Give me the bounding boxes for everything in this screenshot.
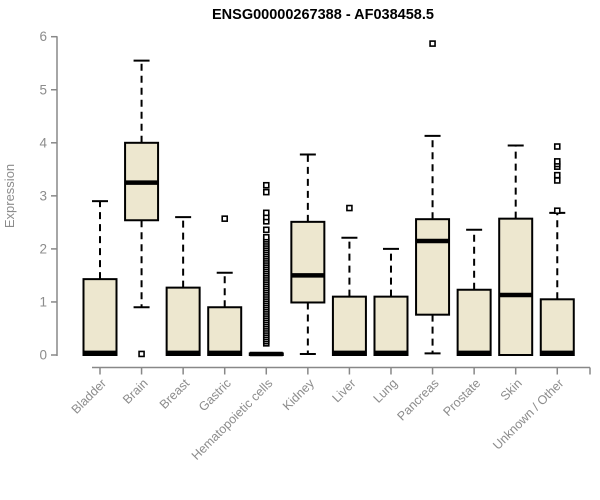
box <box>207 306 243 357</box>
x-tick-label: Skin <box>498 376 525 403</box>
x-tick-label: Bladder <box>69 376 109 416</box>
x-tick-label: Lung <box>371 376 401 406</box>
outlier-point <box>553 177 561 184</box>
x-tick-label: Liver <box>329 376 358 405</box>
y-tick-label: 3 <box>39 188 47 203</box>
x-tick-label: Breast <box>157 376 193 412</box>
x-tick-label: Brain <box>120 376 151 407</box>
y-tick-label: 4 <box>39 135 47 150</box>
outlier-point <box>262 233 270 241</box>
box <box>82 278 118 356</box>
outlier-point <box>262 181 270 189</box>
outlier-point <box>553 171 561 179</box>
outlier-point <box>553 207 561 215</box>
outlier-point <box>262 209 270 217</box>
box <box>539 298 575 356</box>
x-tick-label: Prostate <box>440 376 483 419</box>
x-tick-label: Unknown / Other <box>490 376 566 452</box>
y-tick-label: 1 <box>39 294 47 309</box>
box <box>290 220 326 304</box>
outlier-point <box>262 188 270 196</box>
outlier-point <box>138 350 145 358</box>
y-tick-label: 6 <box>39 29 47 44</box>
x-tick-label: Kidney <box>280 376 317 413</box>
box <box>373 295 409 356</box>
x-tick-label: Gastric <box>196 376 234 414</box>
y-tick-label: 0 <box>39 348 47 363</box>
box <box>415 218 451 316</box>
outlier-point <box>553 158 561 165</box>
outlier-point <box>262 226 270 234</box>
box <box>165 286 201 356</box>
outlier-point <box>346 204 353 212</box>
x-tick-label: Hematopoietic cells <box>189 376 276 463</box>
outlier-point <box>429 40 436 47</box>
y-tick-label: 5 <box>39 82 47 97</box>
plot-area: 0 1 2 3 4 5 6 Bladder Brain Breast GastricHematopo… <box>39 29 591 463</box>
outlier-point <box>553 143 561 150</box>
box <box>498 217 534 356</box>
outlier-point <box>221 215 229 222</box>
y-tick-label: 2 <box>39 241 47 256</box>
x-tick-label: Pancreas <box>394 376 441 423</box>
box <box>331 295 367 356</box>
chart-title: ENSG00000267388 - AF038458.5 <box>212 7 434 23</box>
box <box>456 288 492 357</box>
y-axis-label: Expression <box>2 164 17 228</box>
